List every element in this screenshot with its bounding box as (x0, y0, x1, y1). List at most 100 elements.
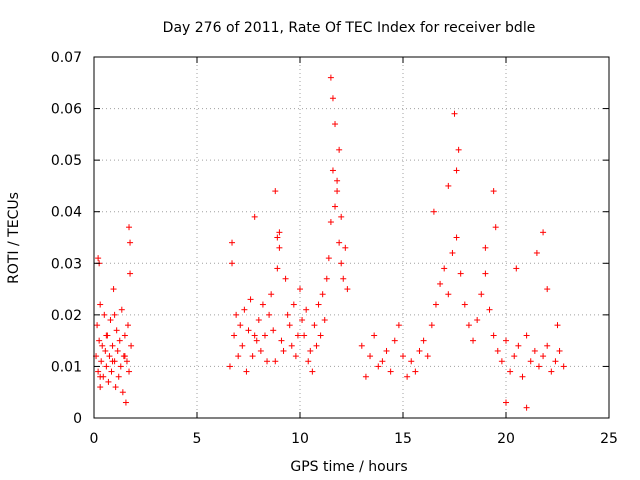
data-point (294, 332, 301, 339)
data-point (119, 389, 126, 396)
data-point (245, 327, 252, 334)
data-point (286, 322, 293, 329)
x-tick-label: 10 (291, 431, 309, 447)
data-point (226, 363, 233, 370)
data-point (301, 332, 308, 339)
data-point (123, 358, 130, 365)
data-point (412, 368, 419, 375)
data-point (404, 373, 411, 380)
data-point (523, 404, 530, 411)
data-point (249, 353, 256, 360)
data-point (453, 234, 460, 241)
data-point (111, 311, 118, 318)
data-point (103, 363, 110, 370)
data-point (297, 286, 303, 293)
data-point (113, 327, 120, 334)
data-point (97, 384, 104, 391)
data-point (519, 373, 526, 380)
chart-title: Day 276 of 2011, Rate Of TEC Index for r… (163, 20, 536, 36)
data-point (445, 182, 452, 189)
data-point (121, 353, 128, 360)
data-point (259, 301, 266, 308)
data-point (280, 347, 287, 354)
data-point (303, 306, 310, 313)
data-point (241, 306, 248, 313)
data-point (106, 353, 113, 360)
data-point (470, 337, 477, 344)
data-point (332, 121, 339, 128)
data-point (323, 275, 330, 282)
data-point (498, 358, 505, 365)
data-point (284, 311, 291, 318)
data-point (334, 188, 341, 195)
data-point (272, 188, 279, 195)
data-point (560, 363, 567, 370)
data-point (358, 342, 365, 349)
y-tick-label: 0.03 (51, 256, 82, 272)
data-point (494, 347, 501, 354)
data-point (441, 265, 448, 272)
data-point (116, 337, 123, 344)
data-point (288, 342, 295, 349)
data-point (482, 270, 489, 277)
data-point (276, 244, 283, 251)
data-point (552, 358, 559, 365)
data-point (233, 311, 240, 318)
data-point (117, 363, 124, 370)
data-point (432, 301, 439, 308)
data-point (533, 249, 540, 256)
data-point (112, 384, 119, 391)
data-point (109, 358, 116, 365)
data-point (127, 270, 134, 277)
data-point (540, 229, 547, 236)
data-point (105, 378, 112, 385)
data-point (321, 317, 328, 324)
data-point (274, 265, 281, 272)
data-point (445, 291, 452, 298)
data-point (375, 363, 382, 370)
data-point (96, 337, 103, 344)
data-point (482, 244, 489, 251)
data-point (305, 358, 312, 365)
data-point (336, 239, 343, 246)
data-point (122, 399, 129, 406)
data-point (371, 332, 378, 339)
data-point (253, 337, 260, 344)
data-point (523, 332, 530, 339)
data-point (544, 342, 551, 349)
data-point (278, 337, 285, 344)
data-point (243, 368, 250, 375)
data-point (511, 353, 518, 360)
data-point (126, 224, 133, 231)
y-tick-label: 0.07 (51, 50, 82, 66)
y-tick-label: 0 (73, 411, 82, 427)
data-point (342, 244, 349, 251)
data-point (107, 317, 114, 324)
data-point (327, 219, 334, 226)
x-tick-label: 0 (90, 431, 99, 447)
data-point (315, 301, 322, 308)
data-point (266, 311, 273, 318)
data-point (317, 332, 324, 339)
data-point (121, 332, 128, 339)
data-point (544, 286, 551, 293)
data-point (503, 337, 509, 344)
data-point (535, 363, 542, 370)
x-axis-label: GPS time / hours (290, 459, 407, 475)
data-point (327, 74, 334, 81)
data-point (556, 347, 563, 354)
data-point (127, 239, 134, 246)
data-point (478, 291, 485, 298)
data-point (257, 347, 264, 354)
data-point (457, 270, 464, 277)
y-axis-label: ROTI / TECUs (6, 192, 22, 284)
data-point (338, 260, 345, 267)
data-point (424, 353, 431, 360)
data-point (383, 347, 390, 354)
data-point (329, 95, 336, 102)
data-point (344, 286, 351, 293)
data-point (548, 368, 555, 375)
data-point (94, 322, 101, 329)
data-point (128, 342, 135, 349)
data-points (93, 74, 567, 411)
